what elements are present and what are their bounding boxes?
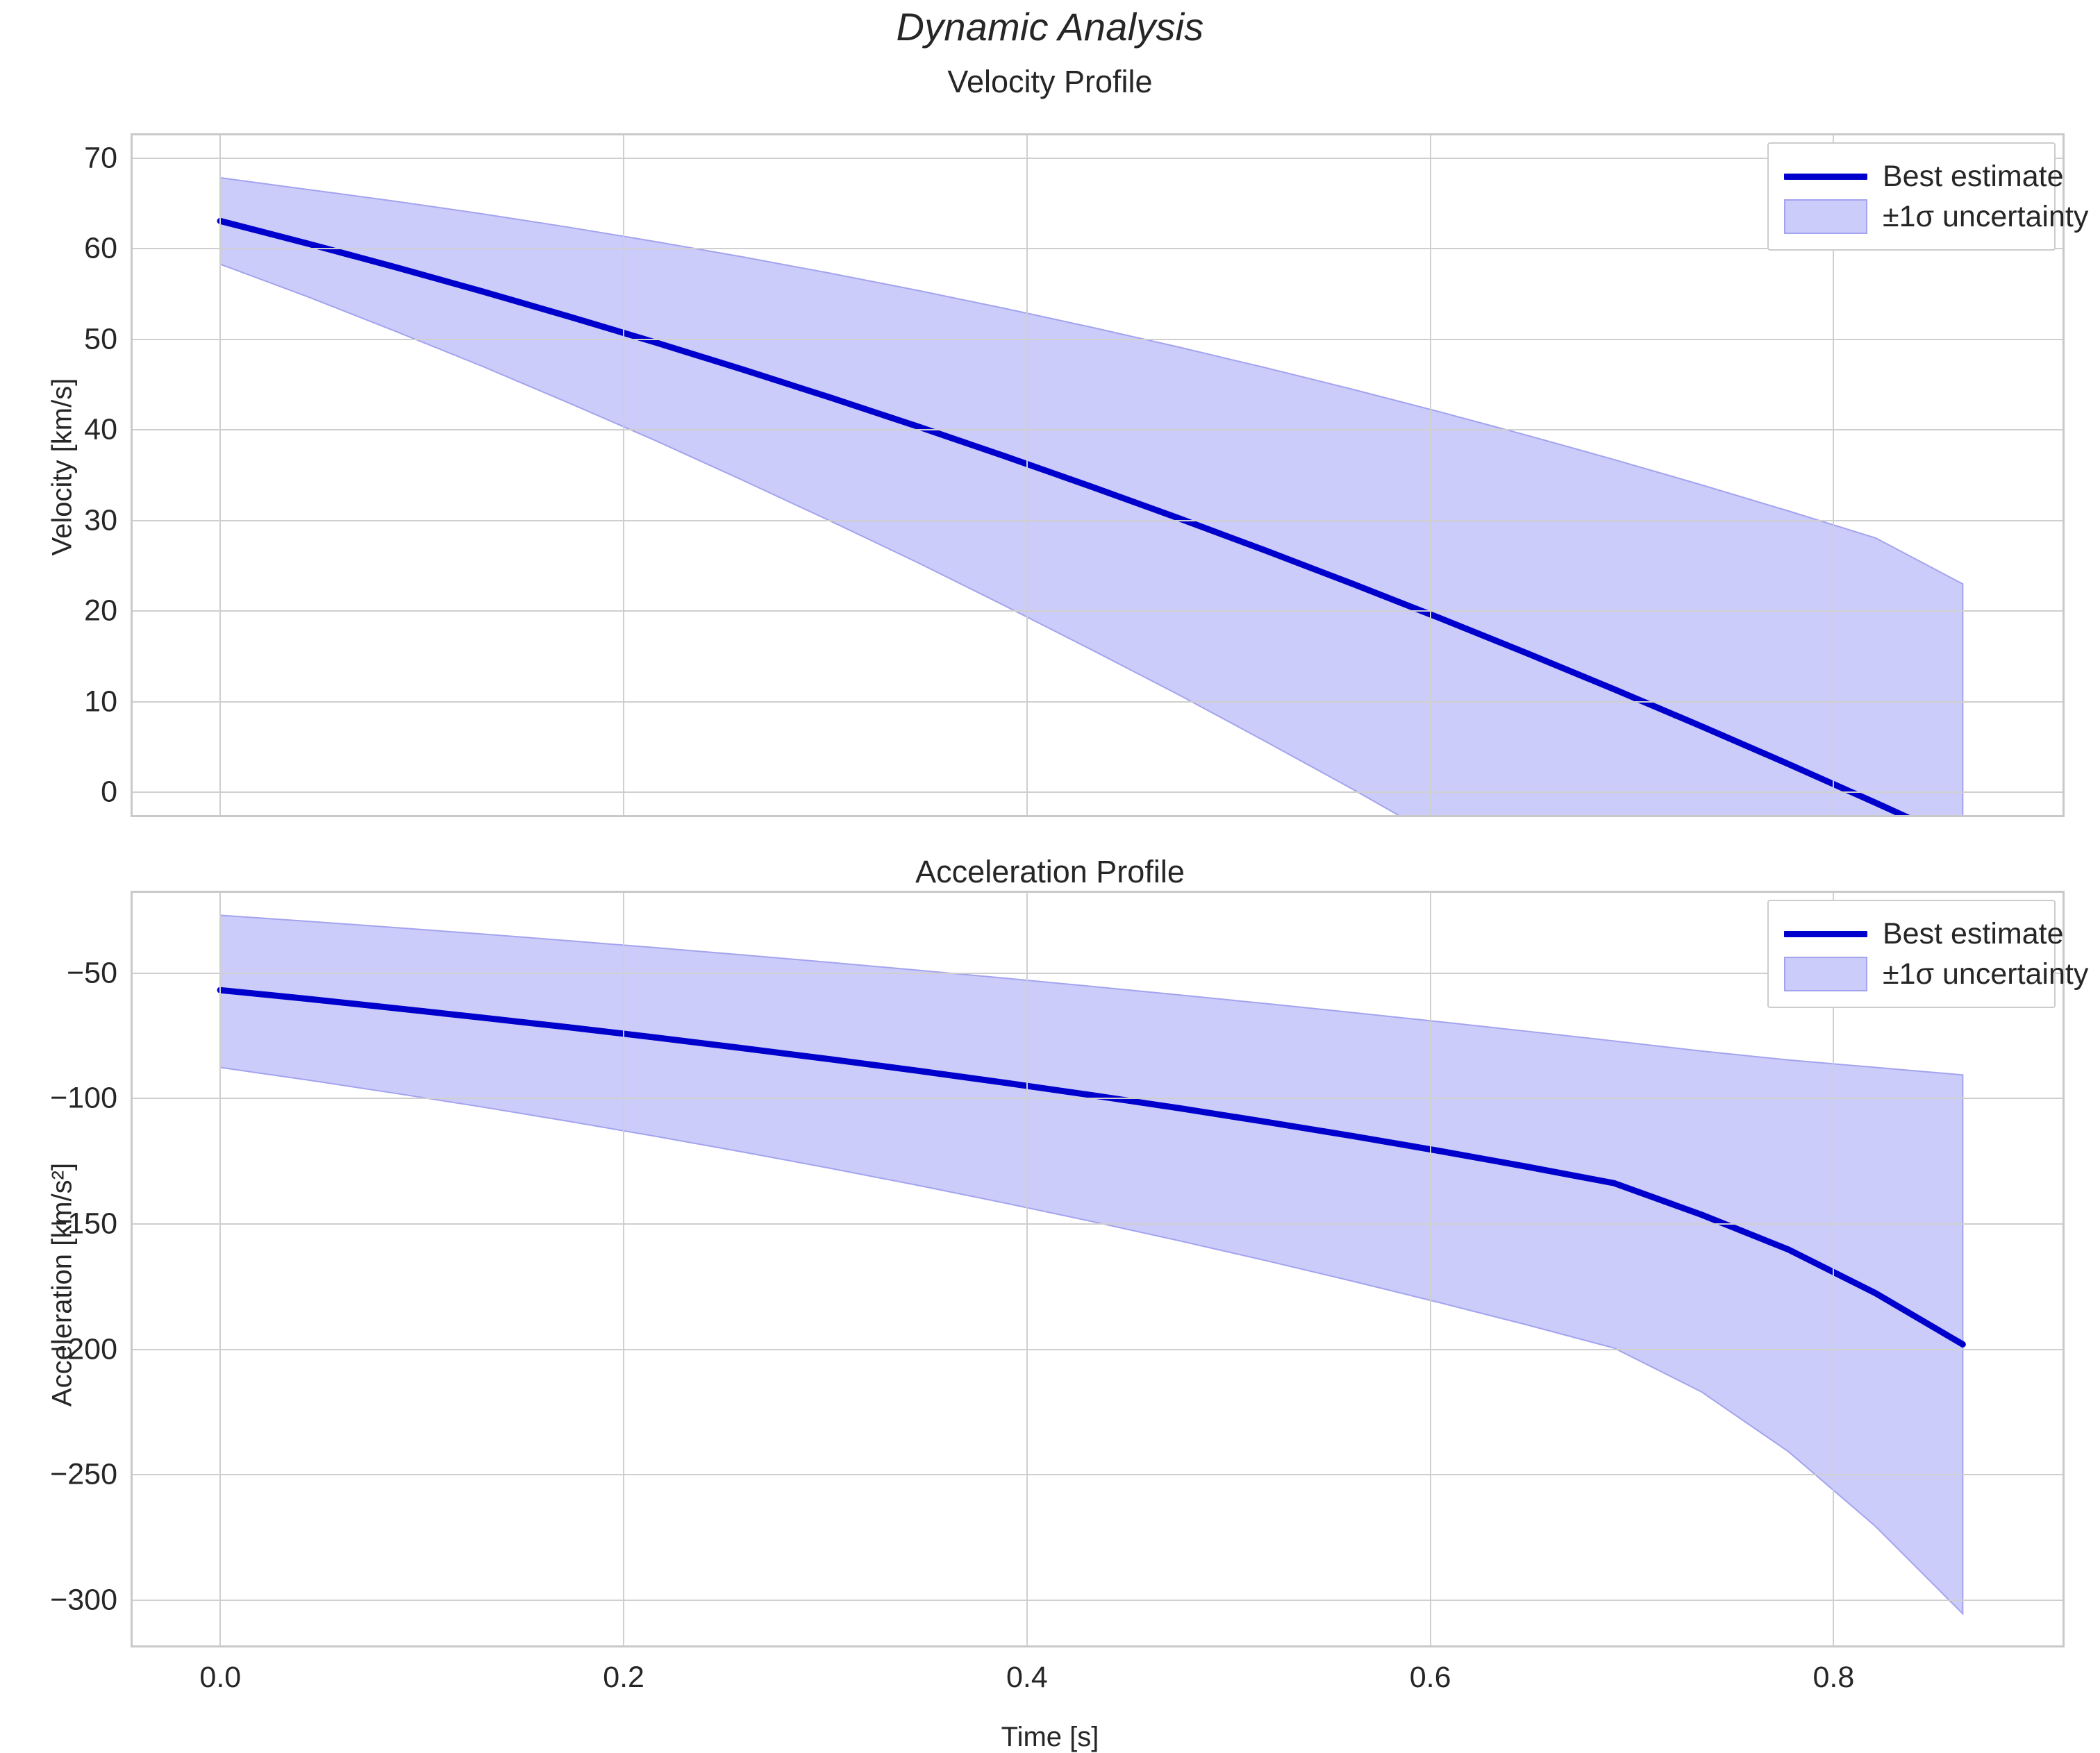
velocity-data-layer [217, 176, 1964, 815]
gridline-vertical [1833, 893, 1835, 1645]
gridline-horizontal [133, 248, 2062, 250]
panel-acceleration: Acceleration Profile −50 −100 −150 −200 −250… [0, 826, 2100, 1752]
gridline-horizontal [133, 1098, 2062, 1100]
y-axis-tick-label: −100 [50, 1081, 117, 1115]
acceleration-y-axis-label: Acceleration [km/s²] [47, 1162, 78, 1407]
legend-entry[interactable]: ±1σ uncertainty [1784, 196, 2088, 237]
gridline-horizontal [133, 610, 2062, 612]
gridline-horizontal [133, 338, 2062, 340]
gridline-horizontal [133, 429, 2062, 431]
uncertainty-band [219, 176, 1964, 815]
legend-line-swatch-icon [1784, 930, 1867, 937]
gridline-vertical [1026, 135, 1028, 815]
legend-patch-swatch-icon [1784, 199, 1867, 234]
legend-entry-label: ±1σ uncertainty [1883, 957, 2089, 991]
acceleration-data-layer [217, 914, 1966, 1616]
gridline-horizontal [133, 972, 2062, 974]
legend-entry-label: Best estimate [1883, 916, 2064, 950]
y-axis-tick-label: 10 [84, 685, 117, 719]
acceleration-legend: Best estimate ±1σ uncertainty [1767, 900, 2088, 1008]
best-estimate-line [217, 987, 1966, 1348]
legend-entry-label: Best estimate [1883, 159, 2064, 193]
legend-line-swatch-icon [1784, 173, 1867, 180]
gridline-vertical [219, 135, 222, 815]
y-axis-tick-label: −250 [50, 1457, 117, 1491]
gridline-vertical [1429, 135, 1431, 815]
legend-entry[interactable]: ±1σ uncertainty [1784, 954, 2088, 994]
gridline-horizontal [133, 1599, 2062, 1601]
gridline-horizontal [133, 1223, 2062, 1225]
y-axis-tick-label: 60 [84, 231, 117, 265]
legend-entry[interactable]: Best estimate [1784, 914, 2064, 954]
y-axis-tick-label: −50 [67, 956, 117, 990]
panel-velocity: Velocity Profile 0 10 20 30 40 50 60 70 Velocit… [0, 0, 2100, 826]
gridline-vertical [623, 893, 625, 1645]
best-estimate-line [217, 217, 1910, 815]
y-axis-tick-label: 0 [101, 775, 117, 809]
gridline-horizontal [133, 701, 2062, 703]
gridline-vertical [1026, 893, 1028, 1645]
legend-patch-swatch-icon [1784, 957, 1867, 991]
velocity-y-axis-label: Velocity [km/s] [47, 378, 78, 556]
gridline-vertical [1429, 893, 1431, 1645]
acceleration-panel-title: Acceleration Profile [915, 854, 1185, 889]
gridline-horizontal [133, 1348, 2062, 1350]
y-axis-tick-label: 30 [84, 503, 117, 537]
y-axis-tick-label: 50 [84, 322, 117, 356]
uncertainty-band [219, 914, 1964, 1616]
figure-suptitle: Dynamic Analysis [896, 5, 1204, 49]
velocity-legend: Best estimate ±1σ uncertainty [1767, 142, 2088, 251]
x-axis-tick-label: 0.8 [1812, 1661, 1855, 1694]
x-axis-tick-label: 0.4 [1006, 1661, 1048, 1694]
gridline-vertical [623, 135, 625, 815]
y-axis-tick-label: −200 [50, 1332, 117, 1366]
y-axis-tick-label: −150 [50, 1207, 117, 1241]
gridline-vertical [219, 893, 222, 1645]
velocity-plot-area: 0 10 20 30 40 50 60 70 [84, 133, 2065, 817]
x-axis-tick-label: 0.6 [1409, 1661, 1451, 1694]
x-axis-label: Time [s] [1001, 1722, 1099, 1752]
gridline-horizontal [133, 157, 2062, 159]
gridline-horizontal [133, 1474, 2062, 1476]
gridline-vertical [1833, 135, 1835, 815]
y-axis-tick-label: 70 [84, 141, 117, 175]
acceleration-plot-area: −50 −100 −150 −200 −250 −300 0.0 0.2 0.4 0.6 0.8 [50, 891, 2065, 1694]
x-axis-tick-label: 0.2 [603, 1661, 644, 1694]
x-axis-tick-label: 0.0 [199, 1661, 242, 1694]
legend-entry-label: ±1σ uncertainty [1883, 199, 2089, 233]
gridline-horizontal [133, 519, 2062, 521]
velocity-panel-title: Velocity Profile [947, 64, 1153, 99]
gridline-horizontal [133, 791, 2062, 794]
legend-entry[interactable]: Best estimate [1784, 156, 2064, 196]
y-axis-tick-label: 40 [84, 412, 117, 446]
y-axis-tick-label: 20 [84, 594, 117, 628]
y-axis-tick-label: −300 [50, 1583, 117, 1617]
